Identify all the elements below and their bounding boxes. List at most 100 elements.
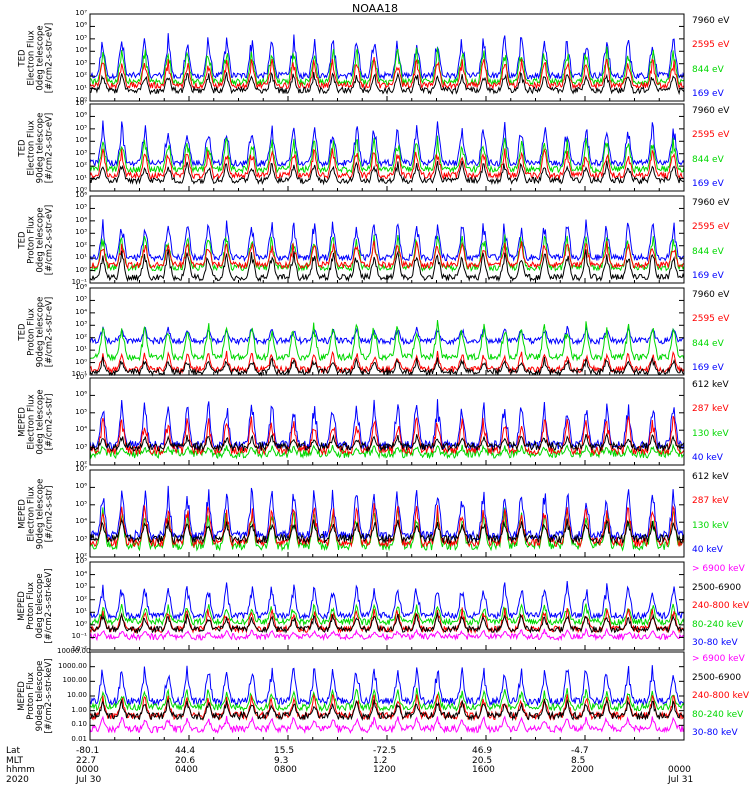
ytick-label: 10⁴ (75, 517, 87, 526)
ytick-label: 10¹ (75, 607, 87, 616)
chart-title: NOAA18 (351, 2, 399, 15)
legend-entry: 7960 eV (692, 290, 730, 300)
ytick-label: 10⁵ (75, 499, 87, 508)
legend-entry: 7960 eV (692, 106, 730, 116)
series-8-1 (89, 665, 685, 707)
legend-entry: 287 keV (692, 496, 729, 507)
ytick-label: 10² (75, 332, 87, 341)
ytick-label: 10² (75, 460, 87, 468)
ytick-label: 10¹ (75, 173, 87, 182)
legend-entry: 844 eV (692, 338, 724, 349)
series-1-3 (89, 57, 685, 91)
panel-1 (89, 13, 685, 102)
ytick-label: 0.01 (71, 735, 87, 743)
ytick-label: 10⁴ (75, 136, 87, 145)
ytick-label: 10³ (75, 582, 87, 591)
series-6-3 (89, 503, 685, 549)
panel-ylabel: TED Electron Flux 90deg telescope [#/cm2-s-… (17, 104, 54, 191)
series-5-1 (89, 399, 685, 451)
ytick-label: 0.10 (71, 720, 87, 729)
panel-ylabel: MEPED Electron Flux 90deg telescope [#/cm2-… (17, 470, 54, 557)
legend-entry: > 6900 keV (692, 654, 745, 664)
ytick-label: 10.00 (66, 691, 87, 699)
series-1-4 (89, 71, 685, 96)
panel-ylabel: MEPED Electron Flux 0deg telescope [#/cm2-s… (17, 378, 54, 465)
ytick-label: 10⁰ (75, 265, 87, 274)
series-3-3 (89, 240, 685, 270)
xaxis-tick-mlt: 22.7 (76, 755, 97, 766)
ytick-label: 10⁰ (75, 96, 87, 104)
xaxis-tick-mlt: 9.3 (274, 755, 289, 766)
panel-7 (89, 561, 685, 651)
panel-4 (89, 287, 685, 377)
xaxis-tick-mlt: 8.5 (571, 755, 586, 766)
xaxis-tick-hhmm: 0000 (76, 765, 99, 775)
ytick-label: 10⁻² (71, 645, 87, 653)
series-4-1 (89, 325, 685, 346)
xaxis-tick-hhmm: 0800 (274, 765, 297, 775)
series-6-1 (89, 485, 685, 542)
series-2-1 (89, 120, 685, 168)
ytick-label: 10⁰ (75, 357, 87, 366)
legend-entry: 287 keV (692, 404, 729, 415)
series-4-3 (89, 350, 685, 375)
ytick-label: 10⁴ (75, 307, 87, 316)
legend-entry: 30-80 keV (692, 638, 738, 648)
ylabel-line: [#/cm2-s-str] (44, 393, 54, 450)
legend-entry: > 6900 keV (692, 564, 745, 574)
panel-6 (89, 469, 685, 558)
ytick-label: 10⁶ (75, 283, 87, 291)
ytick-label: 10³ (75, 534, 87, 543)
ytick-label: 10⁶ (75, 191, 87, 199)
xaxis-row-label: Lat (6, 746, 21, 756)
panel-ylabel: TED Proton Flux 90deg telescope [#/cm2-s-st… (17, 288, 54, 375)
series-7-4 (89, 612, 685, 635)
ylabel-line: [#/cm2-s-str] (44, 485, 54, 542)
series-3-2 (89, 234, 685, 273)
xaxis-tick-lat: 46.9 (472, 746, 493, 756)
legend-entry: 240-800 keV (692, 691, 750, 701)
panel-2 (89, 103, 685, 192)
legend-entry: 844 eV (692, 246, 724, 257)
ytick-label: 10² (75, 552, 87, 560)
series-2-3 (89, 148, 685, 181)
series-4-2 (89, 319, 685, 362)
ytick-label: 10¹ (75, 253, 87, 262)
ytick-label: 1000.00 (58, 661, 87, 670)
series-7-1 (89, 581, 685, 621)
xaxis-row-label: hhmm (6, 765, 35, 775)
xaxis-tick-hhmm: 0000 (668, 765, 691, 775)
ytick-label: 10¹ (75, 83, 87, 92)
ytick-label: 10³ (75, 148, 87, 157)
xaxis-tick-mlt: 20.5 (472, 755, 493, 766)
series-3-1 (89, 219, 685, 263)
ytick-label: 10³ (75, 228, 87, 237)
panel-frame (89, 13, 685, 102)
legend-entry: 612 keV (692, 380, 729, 390)
ytick-label: 1.00 (71, 705, 87, 714)
ytick-label: 10⁶ (75, 21, 87, 30)
ytick-label: 10² (75, 240, 87, 249)
ylabel-line: [#/cm2-s-str-keV] (44, 568, 54, 644)
series-7-2 (89, 603, 685, 627)
legend-entry: 240-800 keV (692, 601, 750, 611)
xaxis-row-label: 2020 (6, 774, 29, 785)
ytick-label: 10² (75, 161, 87, 170)
ytick-label: 10⁷ (75, 373, 87, 381)
legend-entry: 169 eV (692, 89, 724, 99)
ytick-label: 10⁷ (75, 99, 87, 107)
ytick-label: 10⁻¹ (71, 278, 87, 286)
legend-entry: 7960 eV (692, 16, 730, 26)
ytick-label: 10⁴ (75, 215, 87, 224)
xaxis-tick-lat: 15.5 (274, 746, 295, 756)
xaxis-tick-hhmm: 1200 (373, 765, 396, 775)
xaxis-tick-hhmm: 1600 (472, 765, 495, 775)
ytick-label: 10⁴ (75, 46, 87, 55)
panel-5 (89, 377, 685, 466)
ytick-label: 10⁴ (75, 425, 87, 434)
legend-entry: 2500-6900 (692, 582, 742, 593)
series-2-4 (89, 160, 685, 186)
ytick-label: 10² (75, 71, 87, 80)
panel-ylabel: MEPED Proton Flux 0deg telescope [#/cm2-s-s… (17, 562, 54, 650)
legend-entry: 2500-6900 (692, 672, 742, 683)
